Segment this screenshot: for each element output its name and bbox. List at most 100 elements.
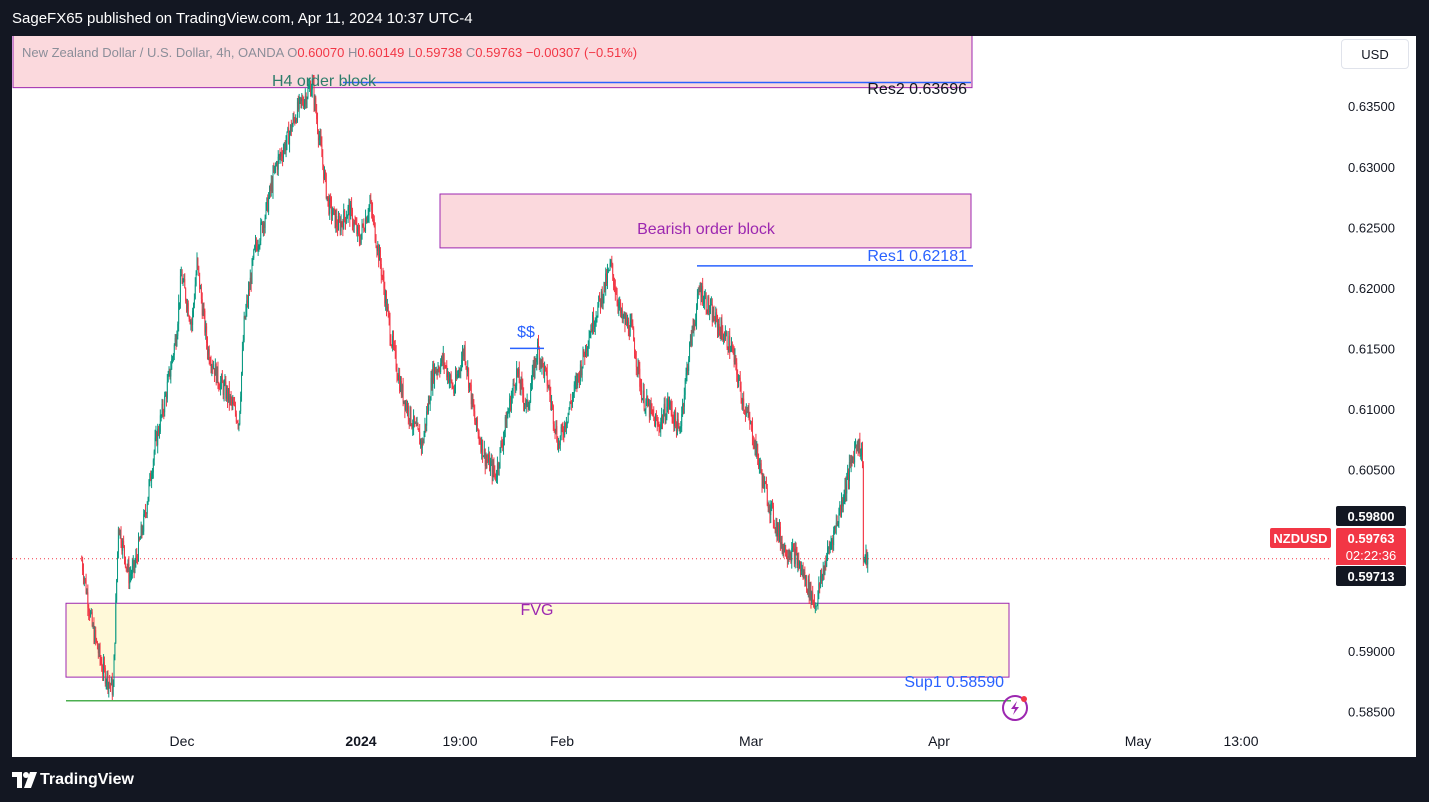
candle-body — [420, 439, 422, 445]
candle-body — [243, 316, 245, 341]
candle-body — [544, 366, 546, 376]
candle-body — [377, 245, 379, 252]
candle-body — [87, 592, 89, 608]
candle-body — [281, 153, 283, 157]
candle-body — [274, 165, 276, 172]
candle-body — [715, 312, 717, 324]
candle-body — [628, 333, 630, 337]
candle-body — [399, 375, 401, 391]
candle-body — [841, 500, 843, 507]
candle-body — [591, 328, 593, 332]
candle-body — [234, 405, 236, 407]
candle-body — [649, 402, 651, 418]
candle-body — [667, 399, 669, 407]
lightning-icon[interactable] — [1002, 695, 1028, 721]
annotation-labels-layer: H4 order block Res2 0.63696 Bearish order … — [272, 73, 1004, 691]
candle-body — [447, 372, 449, 378]
low-value: 0.59738 — [415, 45, 463, 60]
candle-body — [345, 218, 347, 223]
candle-body — [555, 426, 557, 433]
candle-body — [800, 561, 801, 572]
candle-body — [491, 460, 493, 477]
candle-body — [511, 390, 513, 398]
candle-body — [116, 579, 118, 601]
candle-body — [647, 396, 649, 406]
candle-body — [454, 389, 456, 394]
currency-button[interactable]: USD — [1341, 39, 1409, 69]
candle-body — [609, 263, 611, 270]
candle-body — [85, 579, 87, 594]
candle-body — [332, 208, 334, 215]
candle-body — [351, 204, 353, 210]
candle-body — [408, 418, 410, 422]
candle-body — [358, 226, 360, 232]
candle-body — [124, 557, 126, 567]
candle-body — [194, 284, 196, 299]
candle-body — [407, 405, 409, 419]
candle-body — [213, 368, 215, 369]
candle-body — [766, 488, 768, 506]
chart-panel[interactable]: H4 order block Res2 0.63696 Bearish order … — [12, 36, 1416, 757]
candle-body — [158, 431, 160, 434]
candle-body — [407, 405, 408, 411]
candle-body — [838, 513, 840, 524]
candle-body — [599, 295, 601, 299]
candle-body — [310, 89, 312, 96]
candle-body — [651, 409, 653, 411]
candle-body — [303, 100, 305, 108]
candle-body — [600, 291, 602, 307]
candle-body — [241, 349, 243, 373]
candle-body — [530, 390, 532, 403]
candle-body — [165, 394, 167, 397]
candle-body — [602, 297, 604, 304]
candle-body — [484, 448, 486, 467]
fvg-zone — [65, 602, 1010, 678]
candle-body — [227, 388, 229, 401]
candle-body — [784, 545, 786, 553]
candle-body — [637, 360, 639, 371]
candle-body — [859, 438, 861, 456]
candle-body — [480, 442, 482, 452]
candle-body — [312, 78, 314, 83]
candle-body — [495, 473, 497, 480]
candle-body — [807, 579, 809, 594]
candle-body — [787, 556, 789, 560]
candle-body — [817, 593, 819, 605]
candle-body — [336, 216, 338, 227]
candle-body — [313, 82, 315, 105]
price-tick-label: 0.59000 — [1348, 644, 1395, 659]
candle-body — [538, 349, 540, 365]
candle-body — [606, 273, 608, 284]
candle-body — [788, 556, 790, 558]
candle-body — [686, 366, 688, 374]
high-value: 0.60149 — [357, 45, 405, 60]
candle-body — [684, 379, 686, 395]
candle-body — [285, 143, 287, 151]
candle-body — [666, 406, 668, 418]
candle-body — [306, 97, 308, 105]
candle-body — [724, 333, 726, 340]
candle-body — [513, 383, 515, 386]
candle-body — [115, 600, 117, 643]
candle-body — [226, 388, 228, 399]
candle-body — [366, 218, 368, 223]
candle-body — [412, 427, 414, 429]
candle-body — [418, 428, 420, 432]
candlestick-chart[interactable]: H4 order block Res2 0.63696 Bearish order … — [12, 36, 1416, 757]
candle-body — [198, 266, 200, 273]
candle-body — [848, 471, 849, 482]
candle-body — [572, 393, 574, 397]
candle-body — [461, 359, 463, 370]
candle-body — [640, 386, 642, 388]
candle-body — [84, 578, 86, 580]
candle-body — [240, 396, 242, 412]
candle-body — [508, 409, 510, 414]
candle-body — [448, 372, 449, 383]
candle-body — [719, 329, 721, 338]
candle-body — [368, 205, 370, 216]
candle-body — [249, 277, 251, 290]
symbol-tag: NZDUSD — [1270, 528, 1331, 548]
candle-body — [689, 335, 691, 344]
candle-body — [171, 359, 173, 370]
candle-body — [765, 484, 767, 489]
